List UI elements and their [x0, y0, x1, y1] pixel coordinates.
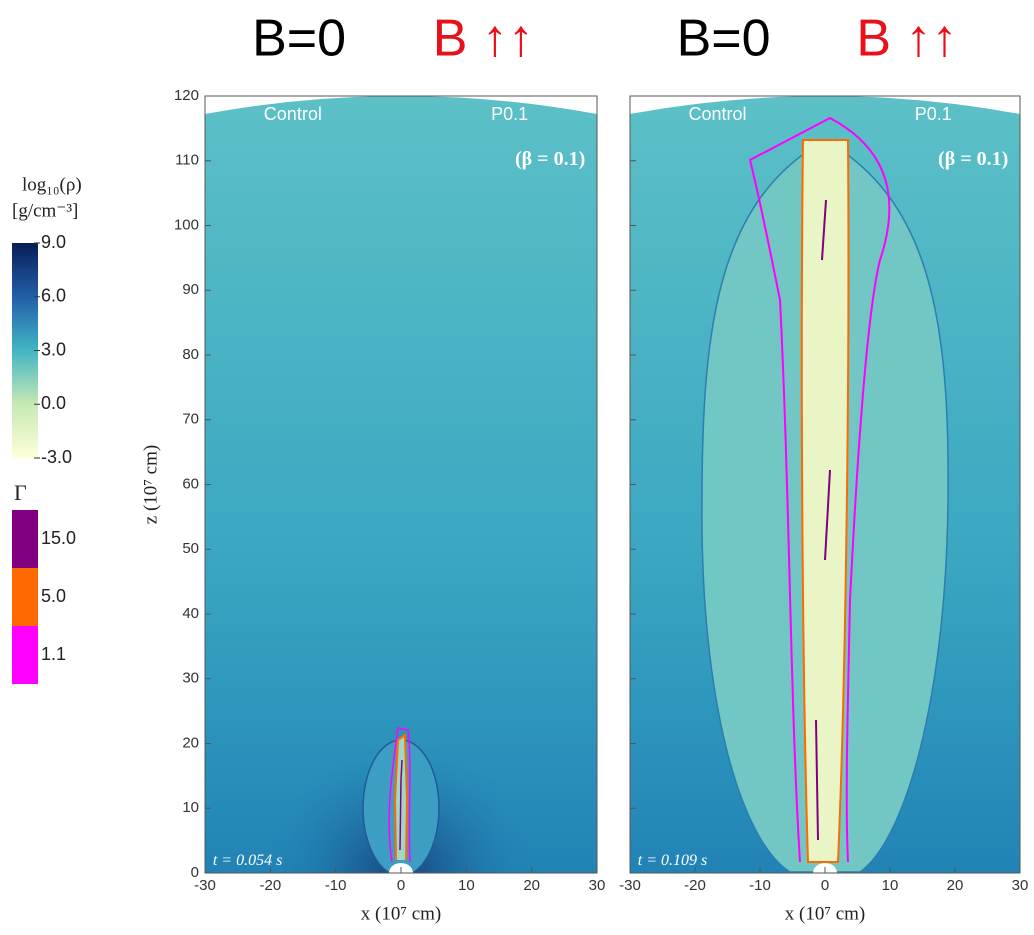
simulation-left	[205, 96, 597, 873]
x-tick-label: -30	[194, 877, 216, 894]
annotation: Control	[689, 104, 747, 124]
colorbar-tick-label: 0.0	[41, 393, 66, 413]
x-tick-label: -20	[684, 877, 706, 894]
y-tick-label: 120	[174, 87, 199, 104]
x-tick-label: -20	[259, 877, 281, 894]
x-axis-label: x (10⁷ cm)	[785, 903, 866, 924]
y-tick-label: 90	[182, 281, 199, 298]
y-tick-label: 20	[182, 734, 199, 751]
x-tick-label: 10	[458, 877, 475, 894]
y-tick-label: 110	[175, 152, 199, 169]
title-right: B ↑↑	[433, 10, 534, 68]
y-tick-label: 10	[182, 799, 199, 816]
colorbar-label: log₁₀(ρ)	[22, 174, 82, 195]
y-tick-label: 100	[174, 216, 199, 233]
title-right: B ↑↑	[856, 10, 957, 68]
y-tick-label: 60	[182, 475, 199, 492]
colorbar-unit: [g/cm⁻³]	[12, 200, 78, 221]
gamma-level-label: 5.0	[41, 586, 66, 606]
colorbar	[12, 243, 38, 458]
x-axis-label: x (10⁷ cm)	[361, 903, 442, 924]
annotation: t = 0.054 s	[213, 852, 282, 869]
simulation-right	[630, 96, 1020, 873]
y-axis-label: z (10⁷ cm)	[140, 445, 161, 524]
x-tick-label: -10	[749, 877, 771, 894]
annotation: P0.1	[491, 104, 528, 124]
x-tick-label: 20	[523, 877, 540, 894]
annotation: t = 0.109 s	[638, 852, 707, 869]
annotation: (β = 0.1)	[938, 148, 1008, 170]
colorbar-tick-label: 6.0	[41, 286, 66, 306]
x-tick-label: 20	[947, 877, 964, 894]
title-left: B=0	[252, 10, 346, 68]
y-tick-label: 70	[182, 411, 199, 428]
gamma-swatch	[12, 510, 38, 568]
y-tick-label: 80	[182, 346, 199, 363]
x-tick-label: -10	[325, 877, 347, 894]
y-tick-label: 50	[182, 540, 199, 557]
annotation: Control	[264, 104, 322, 124]
colorbar-tick-label: 9.0	[41, 232, 66, 252]
gamma-swatch	[12, 568, 38, 626]
x-tick-label: 30	[1012, 877, 1029, 894]
gamma-level-label: 1.1	[41, 644, 66, 664]
gamma-level-label: 15.0	[41, 528, 76, 548]
y-tick-label: 30	[182, 670, 199, 687]
gamma-label: Γ	[14, 480, 27, 505]
annotation: P0.1	[915, 104, 952, 124]
colorbar-tick-label: -3.0	[41, 447, 72, 467]
x-tick-label: 0	[397, 877, 405, 894]
x-tick-label: 10	[882, 877, 899, 894]
x-tick-label: 30	[589, 877, 606, 894]
annotation: (β = 0.1)	[515, 148, 585, 170]
y-tick-label: 40	[182, 605, 199, 622]
x-tick-label: -30	[619, 877, 641, 894]
y-tick-label: 0	[191, 864, 199, 881]
colorbar-tick-label: 3.0	[41, 339, 66, 359]
title-left: B=0	[677, 10, 771, 68]
gamma-swatch	[12, 626, 38, 684]
x-tick-label: 0	[821, 877, 829, 894]
